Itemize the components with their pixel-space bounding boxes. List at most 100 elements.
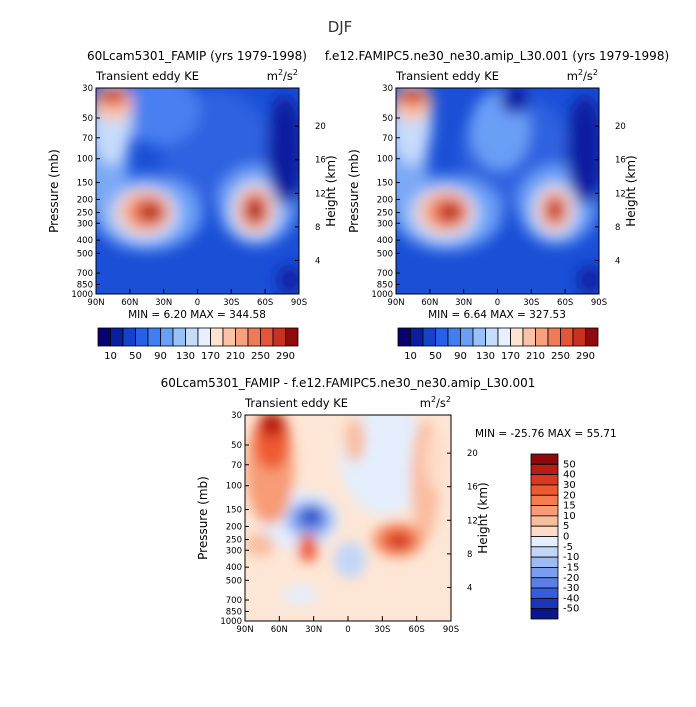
height-tick-label: 12 — [315, 189, 326, 199]
pressure-tick-label: 30 — [231, 411, 242, 421]
colorbar-swatch — [422, 327, 436, 347]
colorbar-label: 10 — [404, 351, 417, 362]
colorbar-swatch — [222, 327, 236, 347]
colorbar-label: -40 — [563, 593, 579, 604]
colorbar-label: 10 — [104, 351, 117, 362]
pressure-tick-label: 250 — [226, 536, 242, 546]
colorbar-swatch — [235, 327, 249, 347]
lat-tick-label: 60S — [409, 625, 425, 635]
lat-tick-label: 30S — [523, 298, 539, 308]
pressure-tick-label: 250 — [77, 209, 93, 219]
colorbar-label: 130 — [476, 351, 495, 362]
pressure-tick-label: 700 — [226, 596, 242, 606]
colorbar-label: 290 — [576, 351, 595, 362]
lat-tick-label: 90N — [387, 298, 404, 308]
pressure-tick-label: 100 — [226, 482, 242, 492]
colorbar-label: 0 — [563, 532, 569, 543]
colorbar-swatch — [197, 327, 211, 347]
colorbar-label: 250 — [551, 351, 570, 362]
pressure-tick-label: 30 — [82, 84, 93, 94]
panel-1-title: 60Lcam5301_FAMIP (yrs 1979-1998) — [87, 49, 307, 63]
lat-tick-label: 0 — [495, 298, 500, 308]
height-axis-title: Height (km) — [324, 155, 338, 226]
panel-2-left-label: Transient eddy KE — [395, 69, 499, 83]
height-tick-label: 4 — [315, 256, 320, 266]
height-tick-label: 20 — [615, 122, 626, 132]
colorbar-label: 30 — [563, 480, 576, 491]
colorbar-label: 90 — [454, 351, 467, 362]
colorbar-swatch — [510, 327, 524, 347]
pressure-tick-label: 850 — [226, 607, 242, 617]
colorbar-swatch — [460, 327, 474, 347]
panel-2-title: f.e12.FAMIPC5.ne30_ne30.amip_L30.001 (yr… — [325, 49, 669, 63]
height-tick-label: 8 — [467, 550, 472, 560]
colorbar-swatch — [530, 463, 559, 476]
panel-3-field — [245, 415, 451, 621]
pressure-tick-label: 70 — [382, 134, 393, 144]
colorbar-swatch — [447, 327, 461, 347]
height-axis-title: Height (km) — [624, 155, 638, 226]
pressure-tick-label: 200 — [226, 522, 242, 532]
pressure-tick-label: 700 — [77, 269, 93, 279]
colorbar-swatch — [530, 515, 559, 527]
colorbar-label: 250 — [251, 351, 270, 362]
pressure-tick-label: 100 — [377, 155, 393, 165]
pressure-tick-label: 400 — [77, 236, 93, 246]
panel-2-field — [396, 88, 599, 294]
lat-tick-label: 90S — [291, 298, 307, 308]
lat-tick-label: 30N — [455, 298, 472, 308]
lat-tick-label: 60S — [257, 298, 273, 308]
colorbar-label: 90 — [154, 351, 167, 362]
figure-title: DJF — [328, 18, 353, 36]
pressure-axis-title: Pressure (mb) — [347, 149, 361, 233]
pressure-tick-label: 50 — [382, 114, 393, 124]
lat-tick-label: 30N — [305, 625, 322, 635]
colorbar-swatch — [97, 327, 111, 347]
lat-tick-label: 90N — [87, 298, 104, 308]
colorbar-label: 50 — [429, 351, 442, 362]
pressure-tick-label: 50 — [231, 441, 242, 451]
colorbar-swatch — [185, 327, 199, 347]
colorbar-label: 50 — [563, 459, 576, 470]
panel-1-left-label: Transient eddy KE — [95, 69, 199, 83]
colorbar-swatch — [585, 327, 599, 347]
pressure-tick-label: 1000 — [220, 617, 242, 627]
height-axis-title: Height (km) — [476, 482, 490, 553]
panel-3-axes: 3050701001502002503004005007008501000481… — [196, 411, 490, 635]
lat-tick-label: 90S — [591, 298, 607, 308]
height-tick-label: 20 — [467, 449, 478, 459]
colorbar-swatch — [435, 327, 449, 347]
pressure-tick-label: 400 — [226, 563, 242, 573]
pressure-tick-label: 30 — [382, 84, 393, 94]
colorbar-label: 290 — [276, 351, 295, 362]
panel-1-field — [96, 88, 299, 294]
colorbar-swatch — [530, 453, 559, 465]
colorbar-swatch — [530, 546, 559, 558]
height-tick-label: 4 — [467, 583, 472, 593]
colorbar-swatch — [530, 577, 559, 589]
colorbar-panel-2: 10 50 90 130 170 210 250 290 — [397, 327, 599, 362]
pressure-tick-label: 700 — [377, 269, 393, 279]
colorbar-swatch — [530, 608, 559, 620]
height-tick-label: 16 — [615, 156, 626, 166]
lat-tick-label: 30N — [155, 298, 172, 308]
pressure-axis-title: Pressure (mb) — [47, 149, 61, 233]
colorbar-swatch — [260, 327, 274, 347]
colorbar-swatch — [147, 327, 161, 347]
panel-2-units: m2/s2 — [567, 68, 598, 83]
colorbar-swatch — [530, 525, 559, 537]
colorbar-swatch — [272, 327, 286, 347]
colorbar-swatch — [530, 556, 559, 568]
colorbar-label: 210 — [226, 351, 245, 362]
colorbar-swatch — [285, 327, 299, 347]
colorbar-swatch — [410, 327, 424, 347]
colorbar-label: -15 — [563, 562, 579, 573]
panel-1: 60Lcam5301_FAMIP (yrs 1979-1998) Transie… — [87, 49, 307, 321]
colorbar-label: 15 — [563, 501, 576, 512]
pressure-tick-label: 300 — [77, 219, 93, 229]
height-tick-label: 8 — [315, 223, 320, 233]
panel-3-title: 60Lcam5301_FAMIP - f.e12.FAMIPC5.ne30_ne… — [161, 376, 536, 390]
colorbar-label: 10 — [563, 511, 576, 522]
pressure-tick-label: 200 — [377, 195, 393, 205]
pressure-tick-label: 150 — [226, 506, 242, 516]
